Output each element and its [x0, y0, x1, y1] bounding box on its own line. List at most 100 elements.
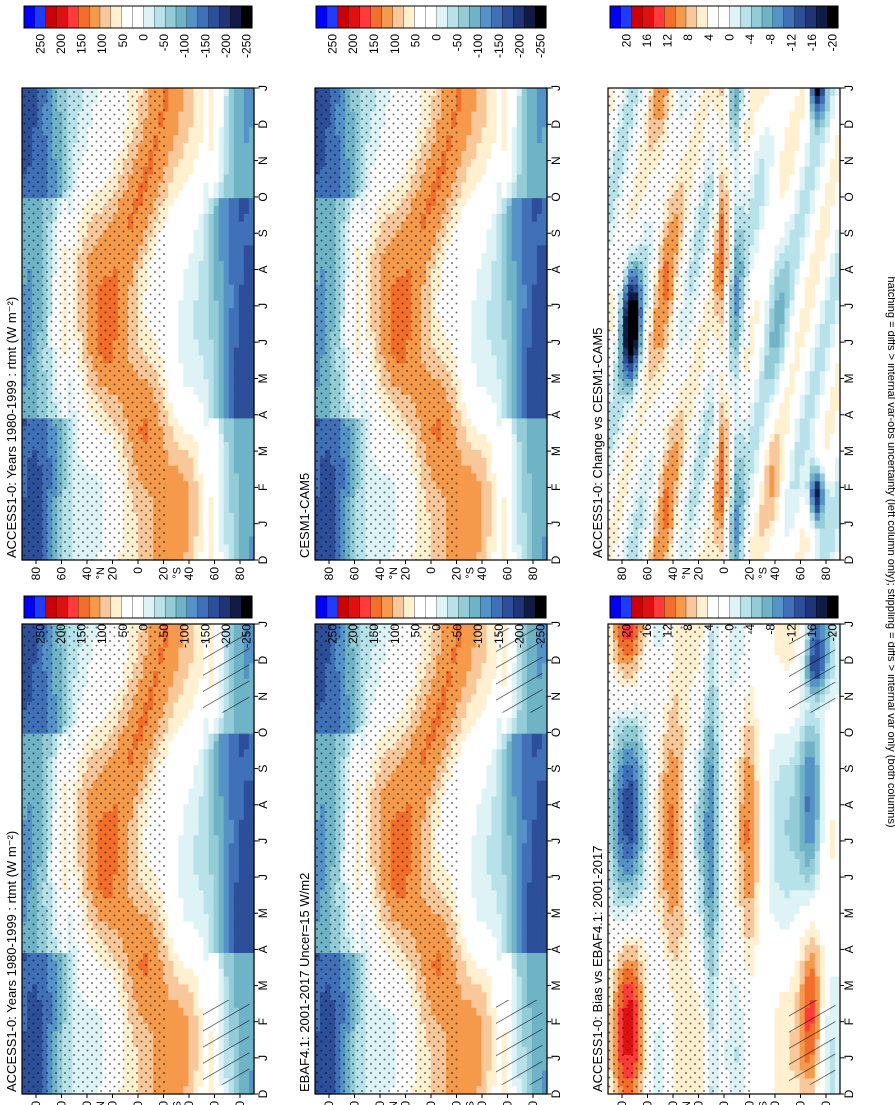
heatmap-cell [764, 671, 770, 679]
heatmap-cell [764, 1071, 770, 1079]
heatmap-cell [785, 992, 791, 1000]
heatmap-cell [785, 781, 791, 789]
heatmap-cell [785, 984, 791, 992]
heatmap-cell [764, 1008, 770, 1016]
heatmap-cell [769, 898, 775, 906]
heatmap-cell [759, 796, 765, 804]
heatmap-cell [774, 702, 780, 710]
heatmap-cell [785, 734, 791, 742]
heatmap-cell [769, 687, 775, 695]
figure: ACCESS1-0: Bias vs EBAF4.1: 2001-2017DJF… [0, 0, 895, 1105]
heatmap-cell [754, 1078, 760, 1086]
heatmap-cell [759, 961, 765, 969]
heatmap-cell [754, 1016, 760, 1024]
heatmap-cell [764, 961, 770, 969]
heatmap-cell [785, 851, 791, 859]
heatmap-cell [764, 749, 770, 757]
heatmap-cell [785, 953, 791, 961]
heatmap-cell [754, 773, 760, 781]
heatmap-cell [754, 812, 760, 820]
heatmap-cell [769, 781, 775, 789]
heatmap-cell [774, 953, 780, 961]
heatmap-cell [785, 726, 791, 734]
heatmap-cell [769, 796, 775, 804]
heatmap-cell [774, 687, 780, 695]
heatmap-cell [764, 1031, 770, 1039]
heatmap-cell [764, 828, 770, 836]
heatmap-cell [764, 812, 770, 820]
heatmap-cell [774, 875, 780, 883]
heatmap-cell [774, 1078, 780, 1086]
heatmap-cell [769, 679, 775, 687]
heatmap-cell [754, 734, 760, 742]
heatmap-cell [764, 984, 770, 992]
heatmap-cell [779, 1055, 785, 1063]
heatmap-cell [779, 1024, 785, 1032]
heatmap-cell [774, 1008, 780, 1016]
heatmap-cell [764, 718, 770, 726]
heatmap-cell [785, 961, 791, 969]
heatmap-cell [785, 859, 791, 867]
heatmap-cell [774, 1086, 780, 1094]
heatmap-cell [785, 883, 791, 891]
heatmap-cell [759, 851, 765, 859]
heatmap-cell [759, 828, 765, 836]
heatmap-cell [764, 1086, 770, 1094]
heatmap-cell [754, 718, 760, 726]
heatmap-cell [769, 804, 775, 812]
heatmap-cell [779, 679, 785, 687]
heatmap-cell [764, 836, 770, 844]
heatmap-cell [754, 953, 760, 961]
heatmap-cell [759, 820, 765, 828]
heatmap-cell [759, 1000, 765, 1008]
heatmap-cell [774, 640, 780, 648]
heatmap-cell [754, 992, 760, 1000]
heatmap-cell [774, 930, 780, 938]
heatmap-cell [764, 859, 770, 867]
heatmap-cell [779, 1000, 785, 1008]
heatmap-cell [779, 726, 785, 734]
heatmap-cell [769, 812, 775, 820]
heatmap-cell [774, 961, 780, 969]
heatmap-cell [759, 1016, 765, 1024]
heatmap-cell [774, 757, 780, 765]
heatmap-cell [759, 867, 765, 875]
heatmap-cell [759, 1047, 765, 1055]
heatmap-cell [754, 906, 760, 914]
heatmap-cell [754, 867, 760, 875]
heatmap-cell [764, 796, 770, 804]
heatmap-cell [779, 953, 785, 961]
heatmap-cell [779, 687, 785, 695]
heatmap-cell [779, 757, 785, 765]
heatmap-cell [769, 648, 775, 656]
heatmap-cell [759, 890, 765, 898]
heatmap-cell [774, 1024, 780, 1032]
heatmap-cell [779, 796, 785, 804]
heatmap-cell [785, 875, 791, 883]
heatmap-cell [754, 1071, 760, 1079]
heatmap-cell [759, 1063, 765, 1071]
heatmap-cell [774, 663, 780, 671]
heatmap-cell [779, 804, 785, 812]
heatmap-cell [759, 648, 765, 656]
heatmap-cell [759, 765, 765, 773]
heatmap-cell [774, 843, 780, 851]
heatmap-cell [764, 945, 770, 953]
heatmap-cell [764, 930, 770, 938]
heatmap-cell [759, 812, 765, 820]
heatmap-cell [774, 1031, 780, 1039]
heatmap-cell [759, 1071, 765, 1079]
heatmap-cell [759, 757, 765, 765]
heatmap-cell [785, 906, 791, 914]
heatmap-cell [754, 969, 760, 977]
heatmap-cell [754, 789, 760, 797]
heatmap-cell [779, 773, 785, 781]
heatmap-cell [769, 953, 775, 961]
heatmap-cell [754, 710, 760, 718]
heatmap-cell [779, 695, 785, 703]
heatmap-cell [774, 1016, 780, 1024]
heatmap-cell [769, 710, 775, 718]
heatmap-cell [764, 695, 770, 703]
heatmap-cell [785, 836, 791, 844]
heatmap-cell [769, 883, 775, 891]
